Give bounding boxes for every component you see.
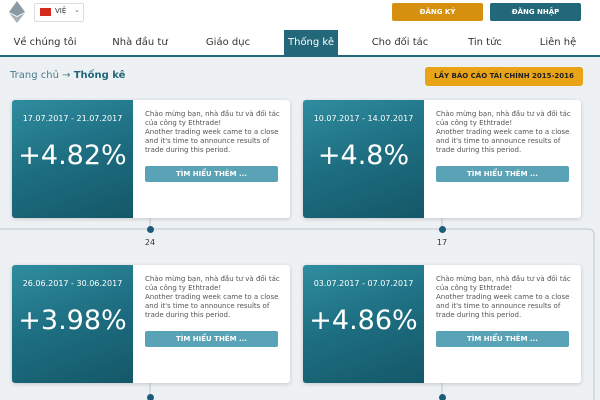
flag xyxy=(40,8,51,16)
card-text-line: trade during this period. xyxy=(145,311,231,319)
register-button[interactable]: ĐĂNG KÝ xyxy=(392,3,483,21)
card-text-line: Another trading week came to a close xyxy=(436,128,570,136)
language: VIỆ xyxy=(55,7,67,15)
nav-underline xyxy=(0,55,600,57)
breadcrumb-current: Thống kê xyxy=(73,70,126,81)
card-text-line: and it's time to announce results of xyxy=(145,137,270,145)
card-image: 03.07.2017 - 07.07.2017 +4.86% xyxy=(303,265,424,383)
card: 26.06.2017 - 30.06.2017 +3.98% Chào mừng b… xyxy=(12,265,290,383)
language-select[interactable]: VIỆ ⌄ xyxy=(34,3,84,22)
chevron: ⌄ xyxy=(74,6,80,14)
card-button[interactable]: TÌM HIỂU THÊM ... xyxy=(436,166,569,182)
card-change: +4.82% xyxy=(18,140,127,171)
nav-item[interactable]: Thống kê xyxy=(287,37,335,48)
card-button[interactable]: TÌM HIỂU THÊM ... xyxy=(145,166,278,182)
card-image: 17.07.2017 - 21.07.2017 +4.82% xyxy=(12,100,133,218)
nav-item[interactable]: Cho đối tác xyxy=(371,37,429,48)
card-text-line: của công ty Ethtrade! xyxy=(145,284,222,292)
report-button[interactable]: LẤY BÁO CÁO TÀI CHÍNH 2015-2016 xyxy=(425,67,583,86)
card-text-line: Another trading week came to a close xyxy=(145,128,279,136)
breadcrumb-home[interactable]: Trang chủ xyxy=(10,70,59,81)
card-text-line: and it's time to announce results of xyxy=(436,302,561,310)
card-text-line: and it's time to announce results of xyxy=(436,137,561,145)
card-dates: 03.07.2017 - 07.07.2017 xyxy=(313,279,414,288)
card-change: +4.8% xyxy=(317,140,410,171)
card-text: Chào mừng bạn, nhà đầu tư và đối tác của … xyxy=(145,275,285,320)
card-button[interactable]: TÌM HIỂU THÊM ... xyxy=(145,331,278,347)
card-text-line: Chào mừng bạn, nhà đầu tư và đối tác xyxy=(436,110,571,118)
card-image: 10.07.2017 - 14.07.2017 +4.8% xyxy=(303,100,424,218)
card-button[interactable]: TÌM HIỂU THÊM ... xyxy=(436,331,569,347)
card-dates: 17.07.2017 - 21.07.2017 xyxy=(22,114,123,123)
nav-bar: Về chúng tôi Nhà đầu tư Giáo dục Thống kê Ch… xyxy=(0,0,600,57)
card-text: Chào mừng bạn, nhà đầu tư và đối tác của … xyxy=(145,110,285,155)
card-text-line: and it's time to announce results of xyxy=(145,302,270,310)
card-text-line: của công ty Ethtrade! xyxy=(436,119,513,127)
card-change: +4.86% xyxy=(309,305,418,336)
card: 03.07.2017 - 07.07.2017 +4.86% Chào mừng b… xyxy=(303,265,581,383)
card-dates: 10.07.2017 - 14.07.2017 xyxy=(313,114,414,123)
login-button[interactable]: ĐĂNG NHẬP xyxy=(490,3,581,21)
timeline-dot xyxy=(438,393,446,400)
timeline-label: 17 xyxy=(436,238,448,247)
nav-item[interactable]: Liên hệ xyxy=(539,37,577,48)
breadcrumb-arrow: → xyxy=(62,70,71,81)
card-text-line: của công ty Ethtrade! xyxy=(436,284,513,292)
card-text-line: Chào mừng bạn, nhà đầu tư và đối tác xyxy=(436,275,571,283)
card-text-line: trade during this period. xyxy=(145,146,231,154)
card-text: Chào mừng bạn, nhà đầu tư và đối tác của … xyxy=(436,110,576,155)
card-image: 26.06.2017 - 30.06.2017 +3.98% xyxy=(12,265,133,383)
card-text-line: Chào mừng bạn, nhà đầu tư và đối tác xyxy=(145,110,280,118)
card-text-line: Another trading week came to a close xyxy=(436,293,570,301)
card-dates: 26.06.2017 - 30.06.2017 xyxy=(22,279,123,288)
timeline-dot xyxy=(438,225,446,233)
card: 10.07.2017 - 14.07.2017 +4.8% Chào mừng bạ… xyxy=(303,100,581,218)
nav-active-bg xyxy=(284,30,338,55)
card-text-line: Chào mừng bạn, nhà đầu tư và đối tác xyxy=(145,275,280,283)
nav-item[interactable]: Tin tức xyxy=(468,37,502,48)
card-text: Chào mừng bạn, nhà đầu tư và đối tác của … xyxy=(436,275,576,320)
logo[interactable] xyxy=(9,1,25,23)
breadcrumb: Trang chủ → Thống kê xyxy=(10,70,125,81)
card: 17.07.2017 - 21.07.2017 +4.82% Chào mừng b… xyxy=(12,100,290,218)
card-text-line: trade during this period. xyxy=(436,146,522,154)
timeline-label: 24 xyxy=(144,238,156,247)
card-text-line: của công ty Ethtrade! xyxy=(145,119,222,127)
timeline-dot xyxy=(146,225,154,233)
card-text-line: Another trading week came to a close xyxy=(145,293,279,301)
timeline-dot xyxy=(146,393,154,400)
nav-item[interactable]: Giáo dục xyxy=(205,37,251,48)
nav-item[interactable]: Về chúng tôi xyxy=(13,37,77,48)
card-change: +3.98% xyxy=(18,305,127,336)
card-text-line: trade during this period. xyxy=(436,311,522,319)
nav-item[interactable]: Nhà đầu tư xyxy=(112,37,168,48)
